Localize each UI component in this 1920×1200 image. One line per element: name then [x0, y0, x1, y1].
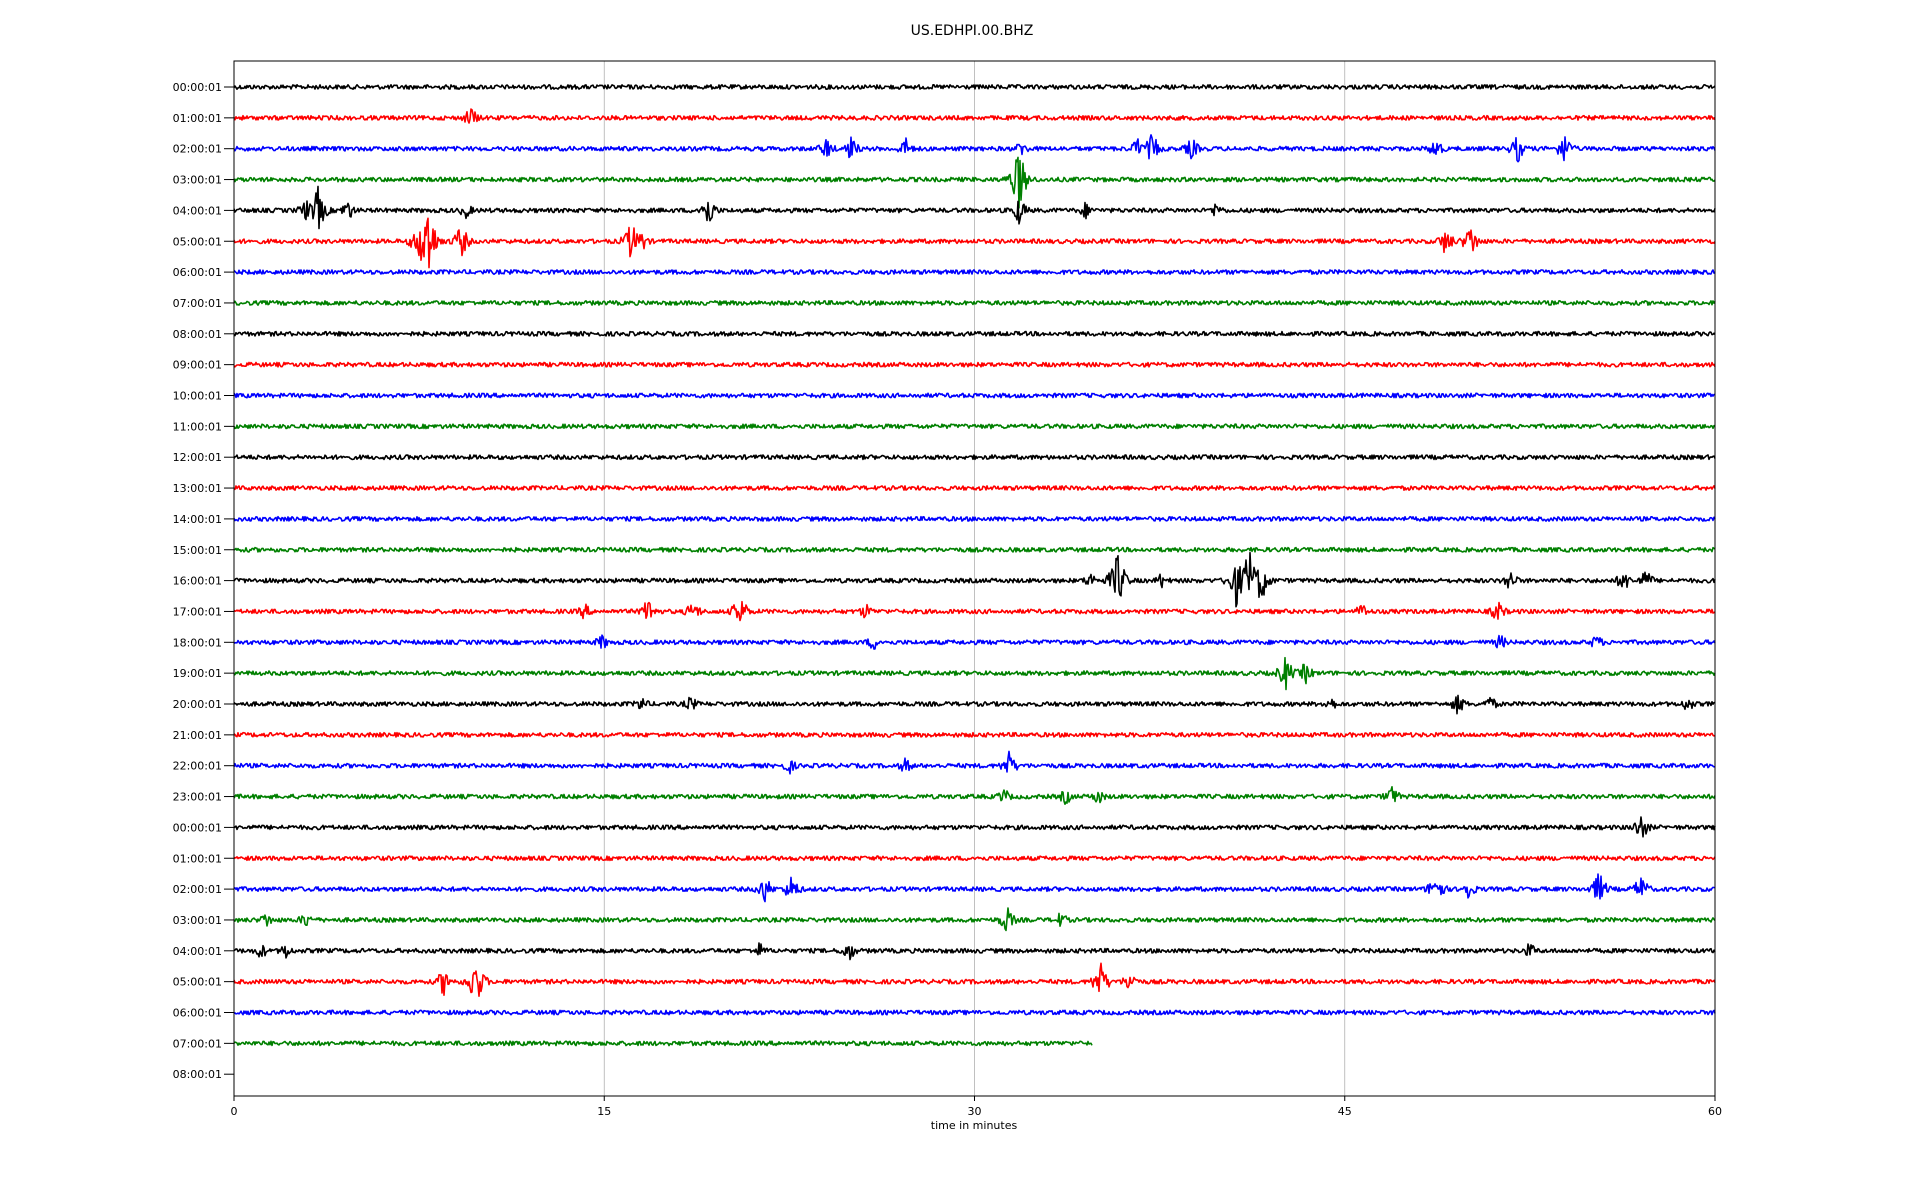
- x-tick-label: 30: [968, 1105, 982, 1118]
- seismic-trace-row: [234, 485, 1716, 492]
- row-time-label: 06:00:01: [173, 1007, 222, 1020]
- row-time-label: 03:00:01: [173, 174, 222, 187]
- seismic-trace-row: [233, 299, 1716, 306]
- row-time-label: 17:00:01: [173, 605, 222, 618]
- row-time-labels: 00:00:01 01:00:01 02:00:01 03:00:01 04:00:01…: [173, 81, 234, 1081]
- x-gridlines: [603, 61, 1346, 1096]
- row-time-label: 04:00:01: [173, 945, 222, 958]
- seismic-trace-row: [233, 551, 1716, 608]
- seismic-trace-row: [233, 694, 1716, 715]
- x-axis-label: time in minutes: [931, 1119, 1018, 1132]
- row-time-label: 15:00:01: [173, 544, 222, 557]
- seismic-trace-row: [233, 515, 1716, 522]
- row-time-label: 08:00:01: [173, 328, 222, 341]
- seismic-trace-row: [233, 873, 1716, 903]
- row-time-label: 06:00:01: [173, 266, 222, 279]
- seismic-trace-row: [233, 731, 1716, 738]
- row-time-label: 22:00:01: [173, 760, 222, 773]
- row-time-label: 04:00:01: [173, 204, 222, 217]
- x-tick-label: 60: [1708, 1105, 1722, 1118]
- seismic-trace-row: [233, 330, 1716, 337]
- seismic-trace-row: [233, 217, 1716, 269]
- seismic-trace-row: [233, 942, 1716, 961]
- seismic-trace-row: [233, 84, 1716, 90]
- seismic-trace-row: [233, 1009, 1716, 1016]
- seismic-trace-row: [233, 269, 1716, 276]
- row-time-label: 07:00:01: [173, 1037, 222, 1050]
- seismic-trace-row: [233, 185, 1716, 230]
- seismic-trace-row: [233, 600, 1716, 622]
- seismic-trace-row: [233, 454, 1716, 461]
- row-time-label: 01:00:01: [173, 112, 222, 125]
- x-axis-ticks: 0 15 30 45 60: [231, 1096, 1722, 1118]
- seismic-trace-row: [233, 361, 1716, 368]
- row-time-label: 00:00:01: [173, 81, 222, 94]
- row-time-label: 12:00:01: [173, 451, 222, 464]
- seismic-trace-row: [233, 1040, 1093, 1047]
- row-time-label: 03:00:01: [173, 914, 222, 927]
- seismic-trace-row: [233, 546, 1716, 553]
- seismic-trace-row: [233, 907, 1716, 932]
- row-time-label: 13:00:01: [173, 482, 222, 495]
- row-time-label: 02:00:01: [173, 143, 222, 156]
- row-time-label: 21:00:01: [173, 729, 222, 742]
- seismic-trace-row: [233, 750, 1716, 775]
- seismic-trace-row: [233, 656, 1716, 691]
- x-tick-label: 0: [231, 1105, 238, 1118]
- row-time-label: 10:00:01: [173, 390, 222, 403]
- seismic-trace-row: [233, 392, 1716, 399]
- seismic-trace-row: [233, 423, 1715, 430]
- seismic-trace-row: [233, 134, 1716, 163]
- row-time-label: 11:00:01: [173, 420, 222, 433]
- row-time-label: 19:00:01: [173, 667, 222, 680]
- row-time-label: 14:00:01: [173, 513, 222, 526]
- row-time-label: 08:00:01: [173, 1068, 222, 1081]
- seismic-trace-row: [233, 156, 1716, 209]
- row-time-label: 20:00:01: [173, 698, 222, 711]
- x-tick-label: 45: [1338, 1105, 1352, 1118]
- row-time-label: 00:00:01: [173, 821, 222, 834]
- row-time-label: 02:00:01: [173, 883, 222, 896]
- row-time-label: 23:00:01: [173, 791, 222, 804]
- seismic-trace-row: [233, 634, 1716, 650]
- row-time-label: 05:00:01: [173, 976, 222, 989]
- row-time-label: 18:00:01: [173, 636, 222, 649]
- chart-title: US.EDHPI.00.BHZ: [911, 23, 1034, 39]
- row-time-label: 09:00:01: [173, 359, 222, 372]
- row-time-label: 16:00:01: [173, 575, 222, 588]
- trace-rows: [233, 84, 1716, 1047]
- seismic-trace-row: [233, 785, 1716, 806]
- x-tick-label: 15: [597, 1105, 611, 1118]
- seismic-trace-row: [233, 108, 1716, 124]
- row-time-label: 01:00:01: [173, 852, 222, 865]
- row-time-label: 07:00:01: [173, 297, 222, 310]
- seismic-trace-row: [233, 855, 1716, 862]
- seismic-trace-row: [233, 816, 1716, 838]
- seismic-trace-row: [233, 962, 1716, 998]
- row-time-label: 05:00:01: [173, 235, 222, 248]
